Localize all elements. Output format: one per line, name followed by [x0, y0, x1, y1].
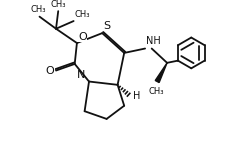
Text: CH₃: CH₃: [51, 0, 66, 9]
Text: NH: NH: [146, 36, 161, 46]
Text: CH₃: CH₃: [148, 87, 164, 96]
Text: H: H: [133, 91, 140, 101]
Text: S: S: [103, 21, 110, 31]
Text: N: N: [77, 70, 85, 80]
Text: CH₃: CH₃: [31, 6, 46, 14]
Text: O: O: [78, 32, 87, 42]
Text: O: O: [45, 65, 54, 76]
Text: CH₃: CH₃: [75, 10, 90, 19]
Polygon shape: [155, 63, 167, 83]
